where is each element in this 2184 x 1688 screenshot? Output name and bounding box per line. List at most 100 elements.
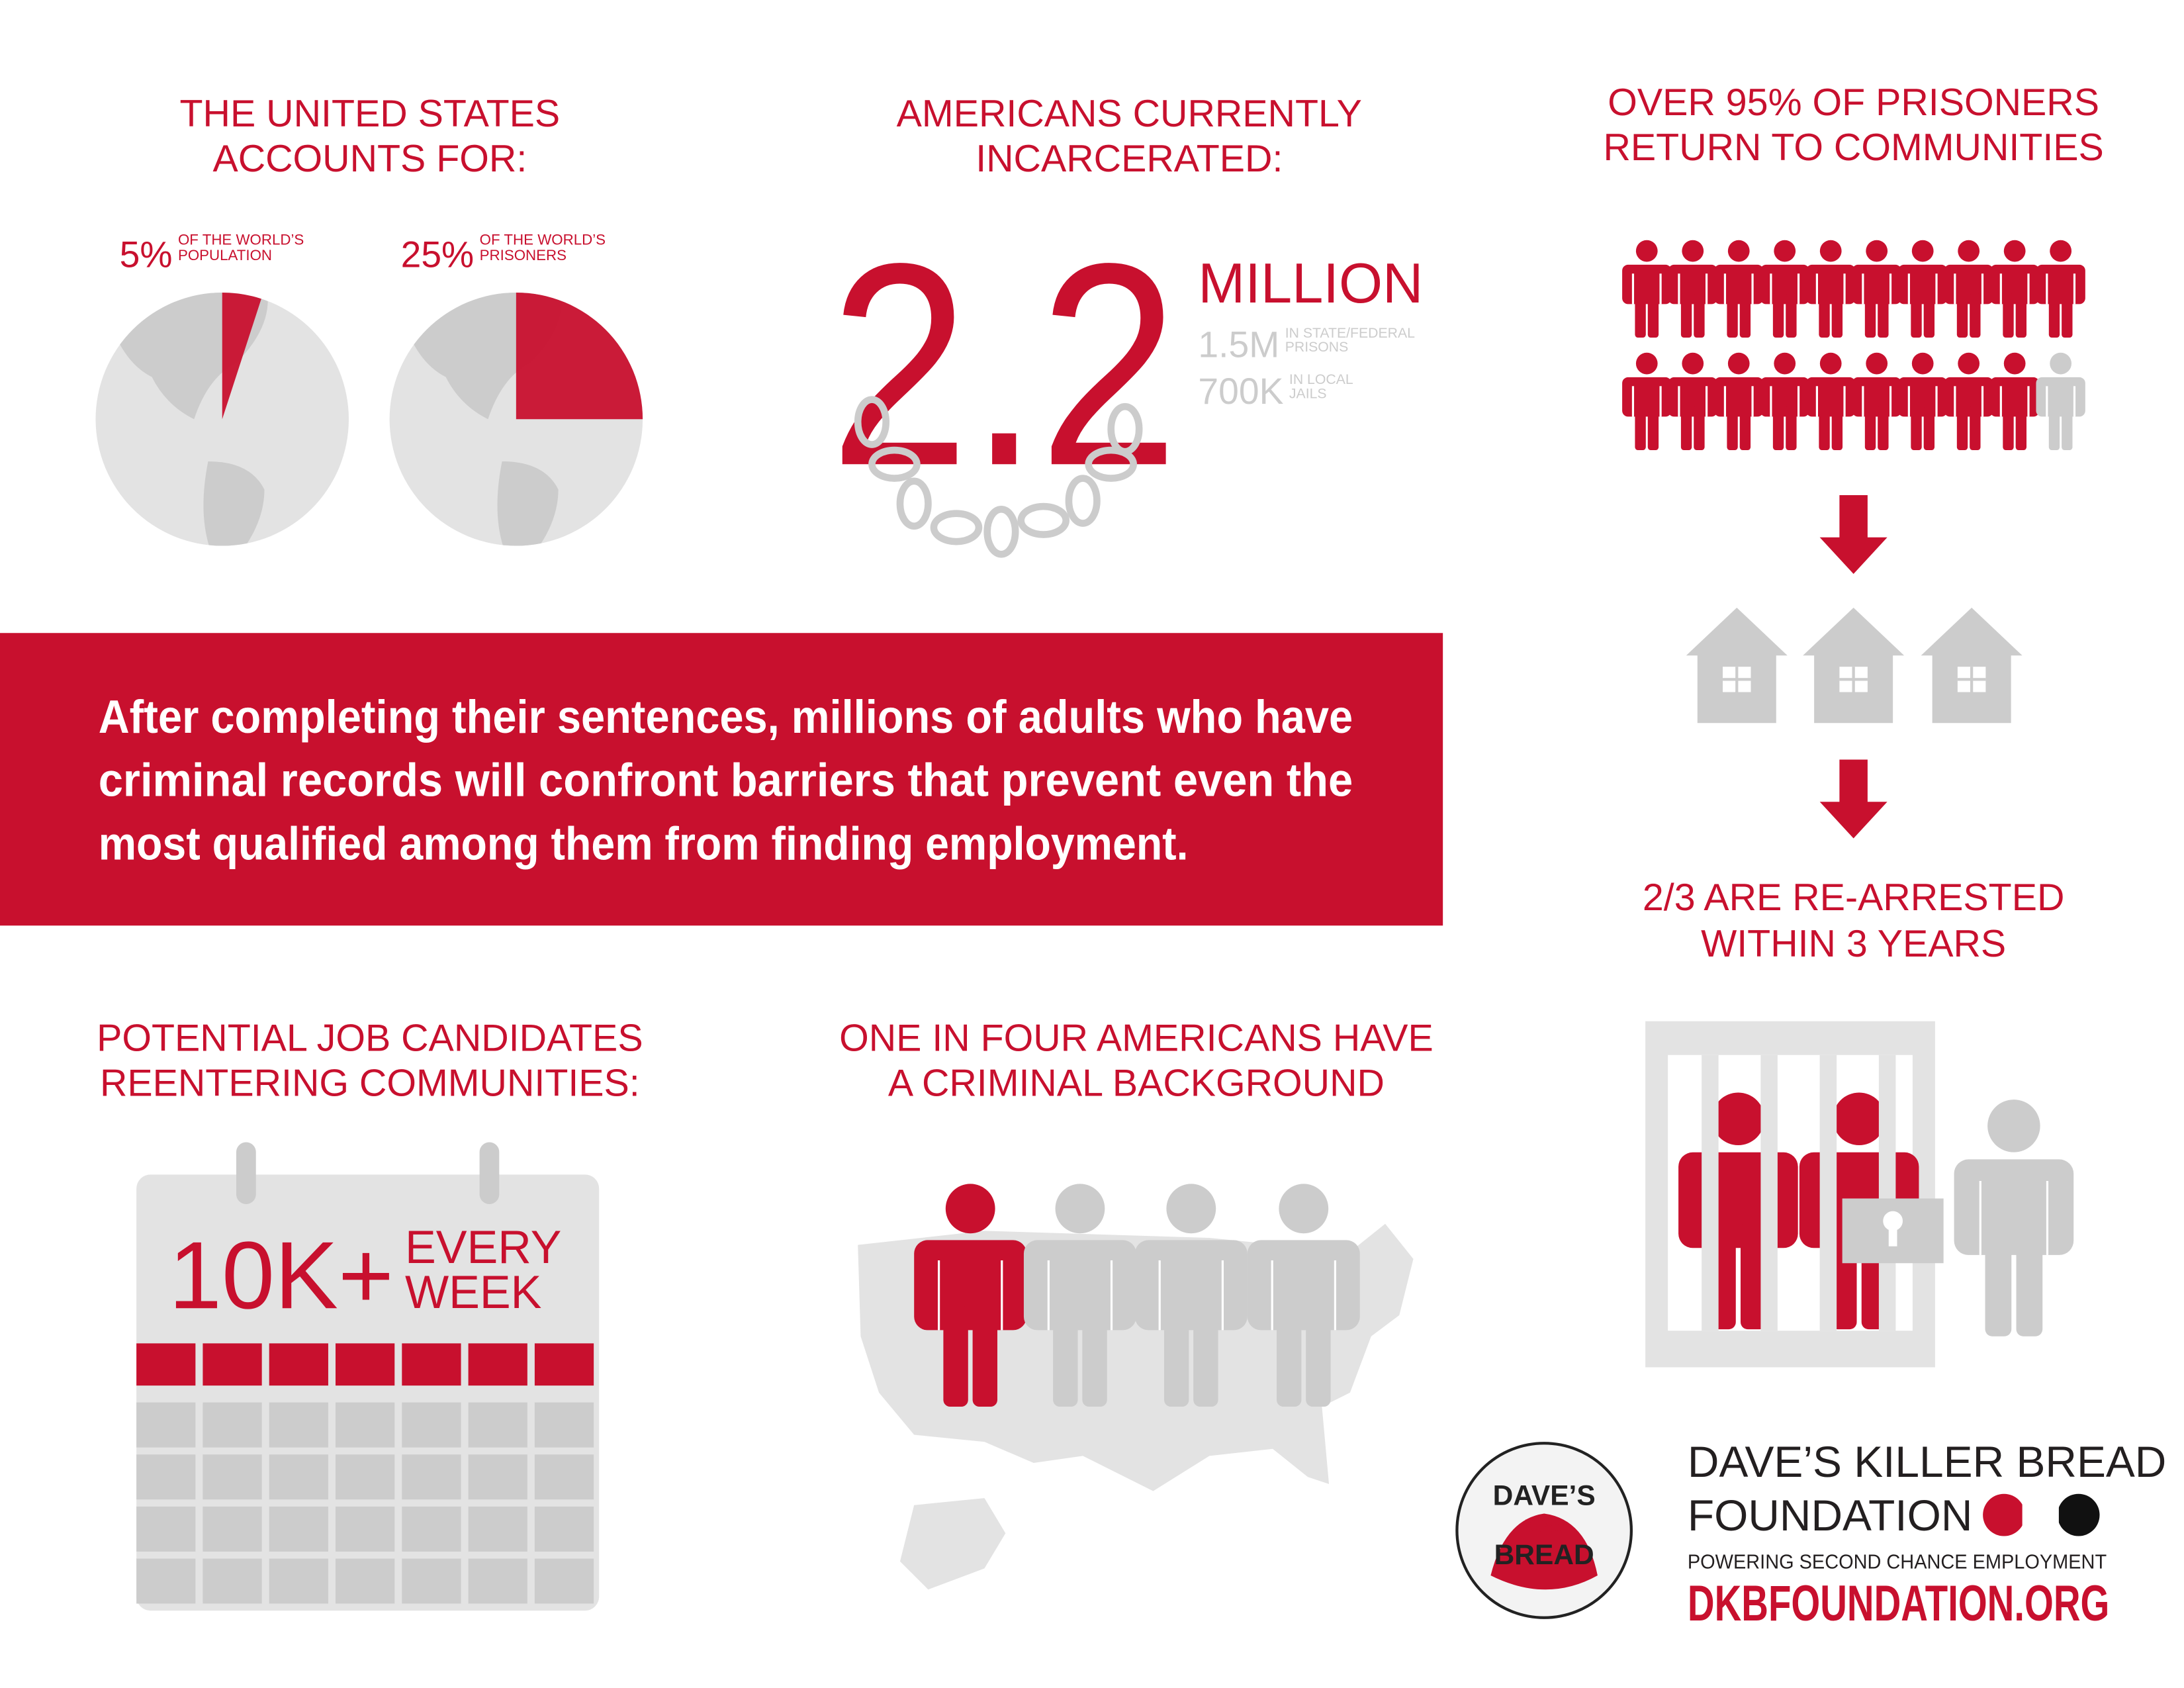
person-leg [1911,293,1922,338]
person-leg [1193,1305,1218,1407]
calendar-day [269,1454,328,1500]
calendar-day [203,1558,262,1604]
person-icon [1806,240,1856,338]
person-leg [1694,293,1705,338]
person-torso [1023,1240,1136,1331]
person-torso [1622,377,1672,417]
calendar-day [203,1454,262,1500]
person-icon [1944,352,1993,450]
person-head [1911,352,1934,375]
person-icon [1989,240,2040,338]
person-icon [1944,240,1993,338]
org-name: FOUNDATION [1688,1491,1972,1540]
calendar-day [336,1402,395,1448]
person-icon [1760,240,1809,338]
logo-dot [2057,1493,2100,1536]
calendar [136,1174,600,1611]
person-icon [1247,1184,1360,1407]
house [1686,608,1788,724]
calendar-day [336,1506,395,1552]
calendar-header [468,1343,527,1386]
person-icon [1898,240,1948,338]
person-leg [1727,293,1738,338]
person-head [1833,1092,1886,1145]
person-leg [2048,406,2060,450]
person-head [945,1184,995,1234]
person-icon [1668,240,1717,338]
calendar-day [136,1402,196,1448]
person-leg [1082,1305,1107,1407]
person-leg [1970,406,1981,450]
person-torso [1714,377,1764,417]
person-icon [1989,352,2040,450]
person-head [1911,240,1934,262]
logo-text: Killer [1522,1516,1567,1538]
chain-link [930,510,983,545]
frequency: WEEK [405,1266,541,1318]
logo-gap [2022,1491,2059,1539]
person-leg [1635,406,1646,450]
unit: MILLION [1198,252,1423,315]
chain-link [1085,446,1137,482]
person-leg [1306,1305,1331,1407]
amount: 10K+ [169,1221,394,1329]
person-leg [2016,1229,2043,1336]
heading: OVER 95% OF PRISONERS [1608,81,2099,124]
person-leg [1786,293,1797,338]
person-leg [2003,293,2014,338]
logo-dot [1983,1493,2025,1536]
calendar-header [336,1343,395,1386]
chain-link [1017,502,1070,538]
calendar-day [136,1454,196,1500]
person-leg [1680,406,1692,450]
heading: RETURN TO COMMUNITIES [1603,126,2103,169]
heading: A CRIMINAL BACKGROUND [888,1062,1385,1104]
person-head [1866,352,1888,375]
person-torso [1760,264,1809,305]
url: DKBFOUNDATION.ORG [1688,1575,2109,1632]
person-leg [1985,1229,2012,1336]
person-head [1958,240,1980,262]
heading: WITHIN 3 YEARS [1701,923,2006,965]
breakdown-caption: IN LOCAL [1289,371,1353,387]
person-leg [1277,1305,1302,1407]
person-torso [1134,1240,1248,1331]
jail-bar [1702,1055,1719,1331]
person-icon [1852,240,1901,338]
person-leg [1772,406,1784,450]
share-label: 25% [401,234,475,275]
heading: POTENTIAL JOB CANDIDATES [97,1017,643,1059]
banner [0,633,1443,926]
logo-text: BREAD [1494,1540,1594,1571]
person-torso [1714,264,1764,305]
jail-bar [1760,1055,1778,1331]
share-wedge [516,293,643,420]
house [1921,608,2023,724]
person-head [1987,1100,2040,1152]
person-head [1682,240,1704,262]
person-icon [1622,240,1672,338]
heading: THE UNITED STATES [180,93,561,135]
person-leg [1878,293,1889,338]
calendar-header [203,1343,262,1386]
calendar-day [534,1558,594,1604]
breakdown-caption: JAILS [1289,385,1327,401]
person-leg [1647,406,1659,450]
person-head [1682,352,1704,375]
person-leg [972,1305,997,1407]
person-torso [1954,1159,2074,1255]
calendar-day [336,1454,395,1500]
share-label: 5% [120,234,173,275]
person-torso [1852,377,1901,417]
calendar-day [136,1558,196,1604]
person-torso [2036,377,2085,417]
person-leg [2048,293,2060,338]
person-torso [1944,264,1993,305]
person-torso [1806,264,1856,305]
person-head [1958,352,1980,375]
tagline: POWERING SECOND CHANCE EMPLOYMENT [1688,1550,2107,1573]
person-torso [1898,264,1948,305]
calendar-day [468,1402,527,1448]
heading: AMERICANS CURRENTLY [897,93,1362,135]
